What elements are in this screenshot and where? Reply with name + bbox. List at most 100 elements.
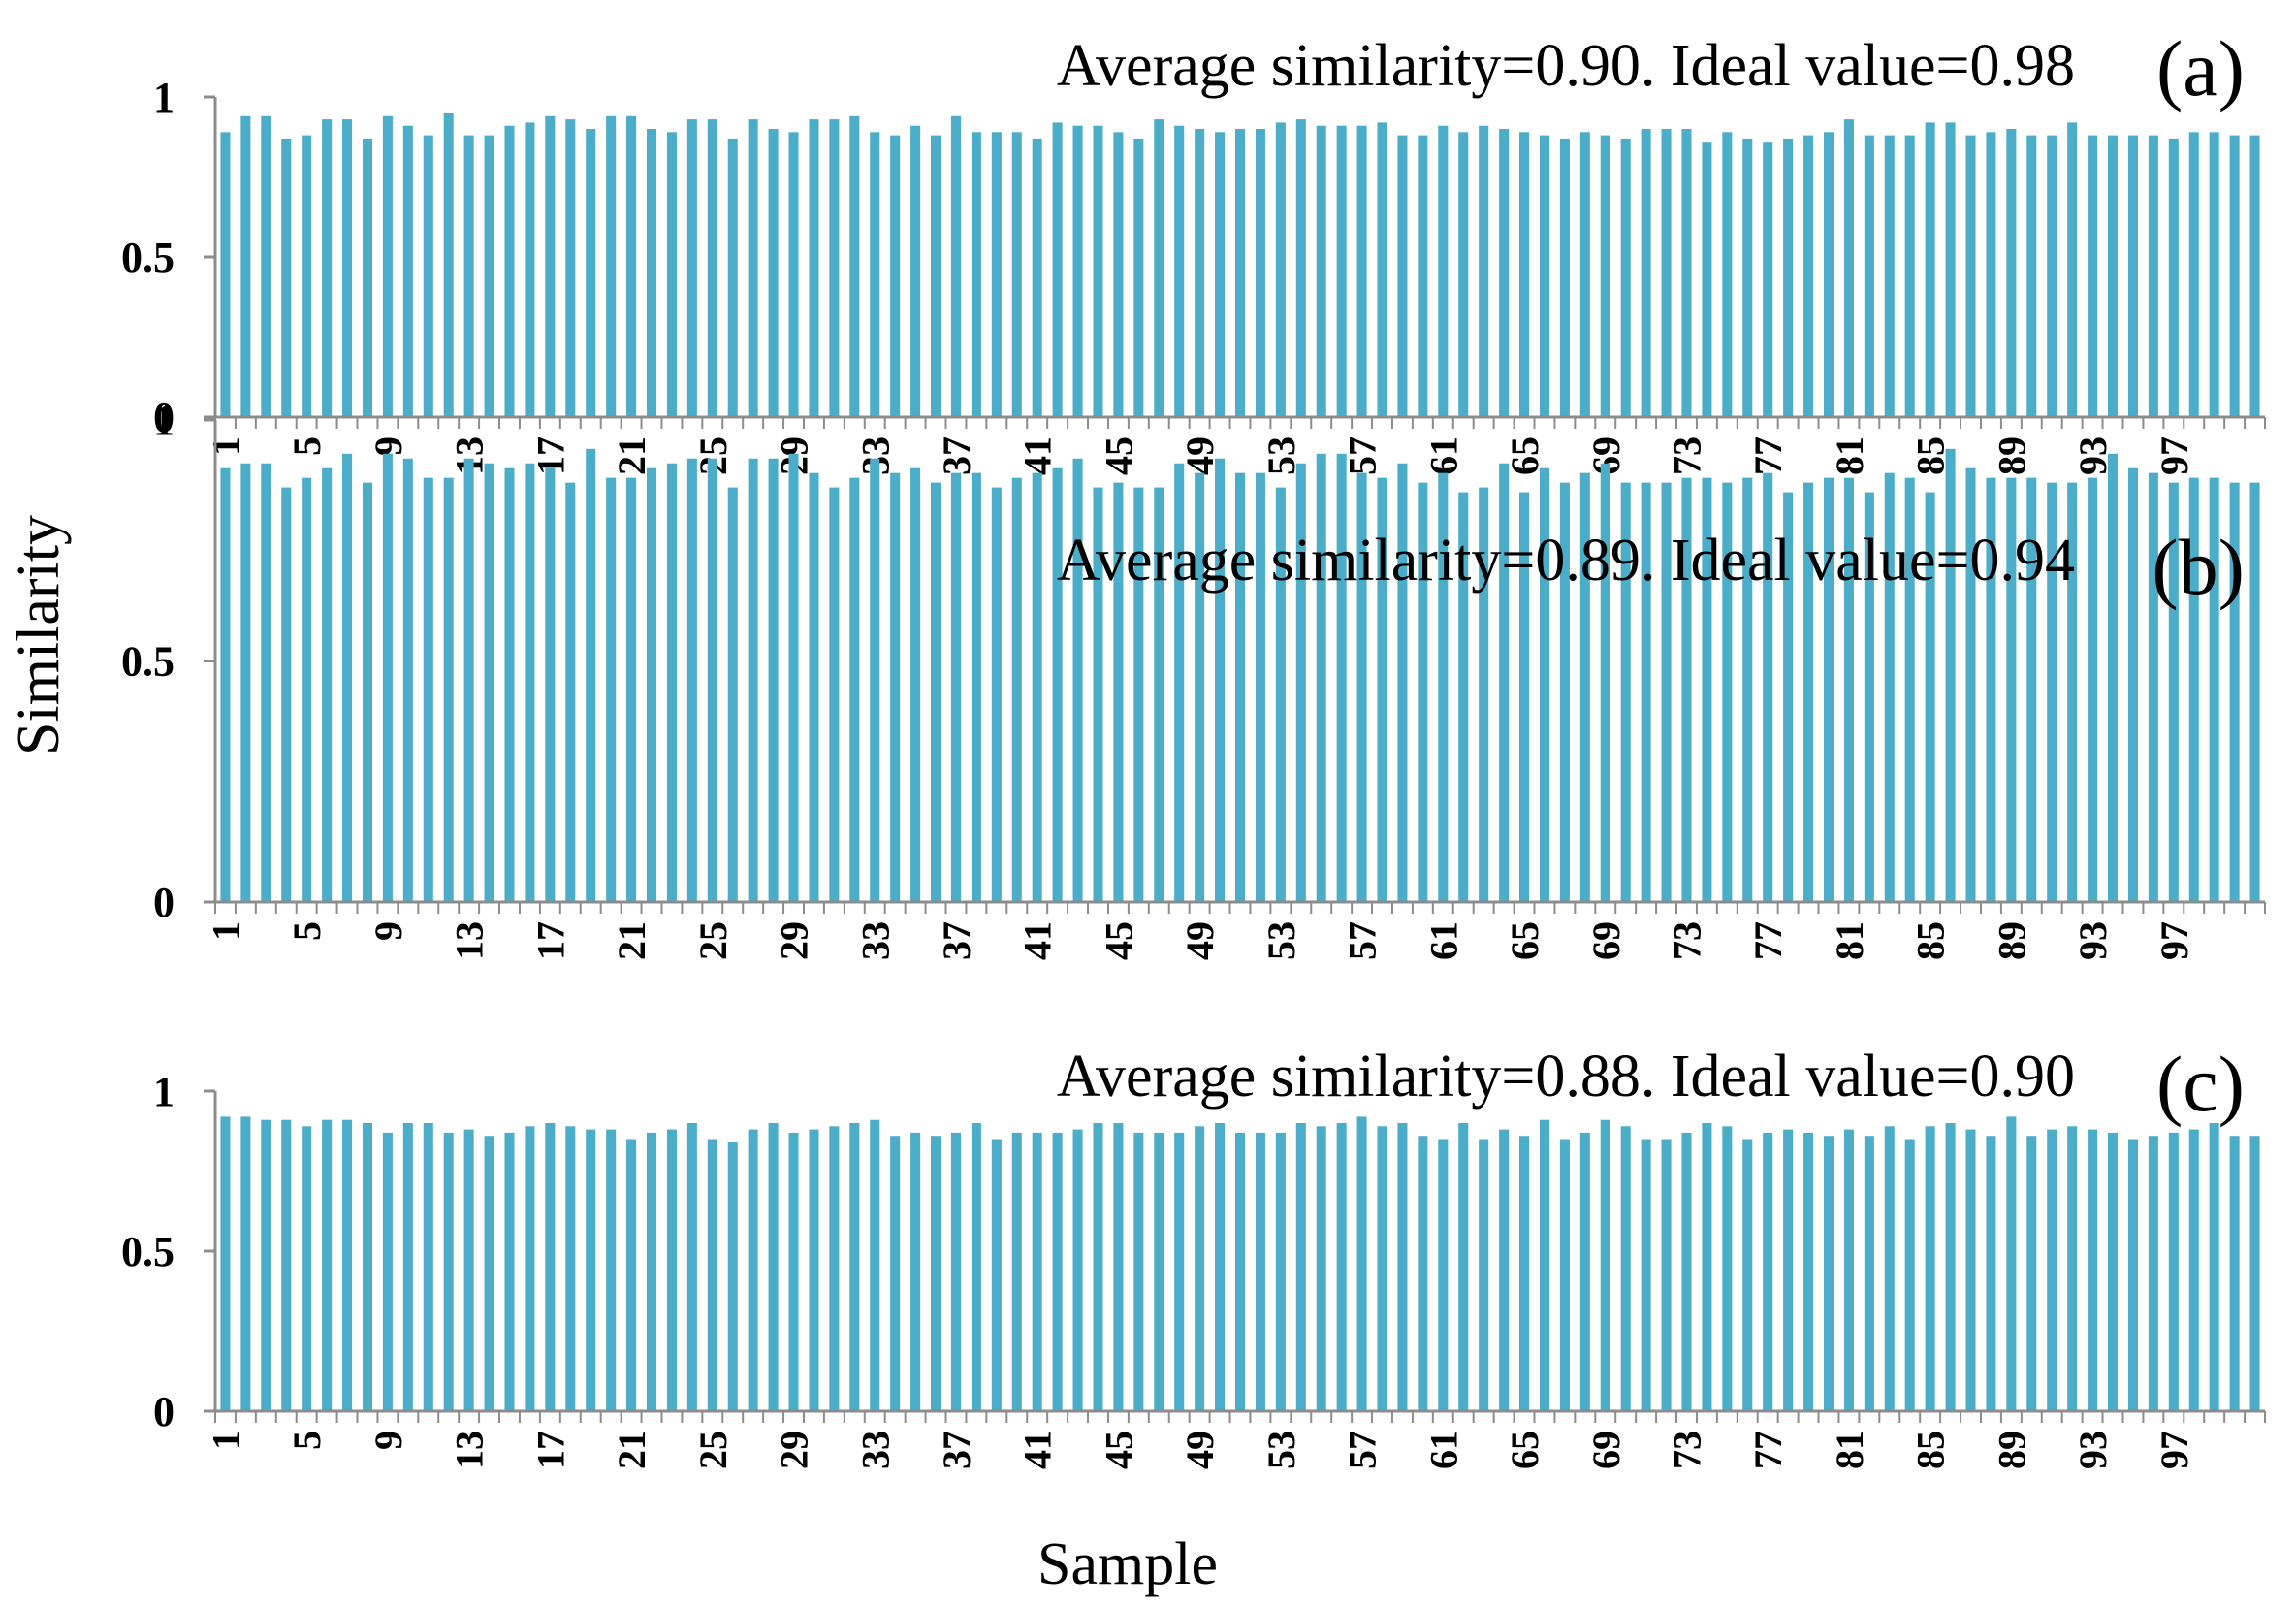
x-tick-label: 69 [1584, 921, 1628, 960]
bar [443, 1132, 454, 1411]
bar [1843, 1129, 1854, 1411]
bar [950, 115, 961, 418]
bar [666, 463, 677, 902]
bar [2229, 482, 2240, 902]
bar [1843, 477, 1854, 902]
bar [1052, 1132, 1063, 1411]
bar [1742, 477, 1753, 902]
bar [1255, 1132, 1265, 1411]
bar [1195, 129, 1205, 417]
bar [545, 1123, 556, 1411]
bar [646, 467, 657, 902]
bar [586, 448, 596, 902]
bar [890, 472, 901, 902]
bar [2047, 482, 2057, 902]
bar [626, 115, 637, 418]
bar [971, 1123, 981, 1411]
bar [1174, 125, 1185, 417]
bar [1255, 472, 1265, 902]
x-tick-label: 21 [610, 921, 654, 960]
x-tick-label: 77 [1746, 436, 1790, 475]
bar [1965, 1129, 1976, 1411]
bar [849, 477, 860, 902]
x-tick-label: 69 [1584, 1431, 1628, 1469]
bar [2067, 122, 2078, 418]
bar [1336, 1123, 1347, 1411]
x-tick-label: 61 [1421, 436, 1465, 475]
bar [382, 115, 393, 418]
bar [240, 1116, 251, 1411]
bar [1479, 1139, 1489, 1411]
bar [829, 119, 840, 417]
x-tick-label: 1 [204, 1431, 247, 1450]
x-tick-label: 29 [773, 1431, 816, 1469]
bar [402, 458, 413, 902]
x-tick-label: 97 [2152, 921, 2196, 960]
bar [1763, 142, 1773, 417]
bar [1722, 482, 1733, 902]
bar [1843, 119, 1854, 417]
bar [2026, 1136, 2037, 1411]
bar [788, 453, 799, 902]
bar [2168, 1132, 2179, 1411]
bar [870, 1119, 880, 1411]
x-tick-label: 13 [448, 921, 492, 960]
bar [1945, 122, 1956, 418]
bar [1884, 1126, 1895, 1411]
x-tick-label: 49 [1178, 436, 1222, 475]
bar [261, 463, 271, 902]
x-tick-label: 45 [1097, 436, 1140, 475]
x-tick-label: 81 [1828, 921, 1871, 960]
bar [1032, 472, 1042, 902]
bar [768, 1123, 779, 1411]
x-tick-label: 93 [2071, 921, 2115, 960]
bar [686, 458, 697, 902]
bar [220, 467, 231, 902]
bar [2148, 135, 2158, 417]
x-tick-label: 41 [1016, 436, 1060, 475]
bar [342, 1119, 353, 1411]
bar [261, 1119, 271, 1411]
bar [2229, 1136, 2240, 1411]
bar [1803, 1132, 1814, 1411]
bar [1011, 132, 1022, 418]
x-tick-label: 45 [1097, 1431, 1140, 1469]
bar [2188, 132, 2199, 418]
bar [1559, 1139, 1570, 1411]
bar [1215, 132, 1226, 418]
bar [931, 135, 941, 417]
bar [1539, 467, 1549, 902]
bar [748, 458, 758, 902]
bar [1154, 119, 1164, 417]
bar [931, 1136, 941, 1411]
panel-title: Average similarity=0.90. Ideal value=0.9… [1057, 33, 2075, 99]
bar [220, 1116, 231, 1411]
bar [586, 129, 596, 417]
bar [1052, 467, 1063, 902]
bar [1661, 482, 1672, 902]
bar [1641, 482, 1651, 902]
x-tick-label: 37 [935, 1431, 978, 1469]
bar [1479, 125, 1489, 417]
bar [1336, 453, 1347, 902]
bar [322, 1119, 333, 1411]
x-tick-label: 33 [853, 1431, 897, 1469]
x-tick-label: 1 [204, 921, 247, 941]
bar [2209, 1123, 2219, 1411]
x-tick-label: 53 [1260, 1431, 1303, 1469]
bar [423, 1123, 433, 1411]
bar [1945, 1123, 1956, 1411]
x-tick-label: 17 [528, 1431, 572, 1469]
bar [2108, 1132, 2119, 1411]
bar [281, 138, 292, 417]
bar [1579, 472, 1590, 902]
bar [1316, 453, 1326, 902]
x-tick-label: 89 [1990, 436, 2033, 475]
bar [686, 119, 697, 417]
panel-b: 0 0.5 1 1 5 9 13 17 21 25 29 33 37 41 45 49 53 57 61 65 69 73… [121, 397, 2266, 960]
bar [423, 477, 433, 902]
bar [1803, 482, 1814, 902]
panel-a: 00.5115913172125293337414549535761656973… [121, 24, 2266, 475]
bar [402, 125, 413, 417]
bar [1763, 1132, 1773, 1411]
